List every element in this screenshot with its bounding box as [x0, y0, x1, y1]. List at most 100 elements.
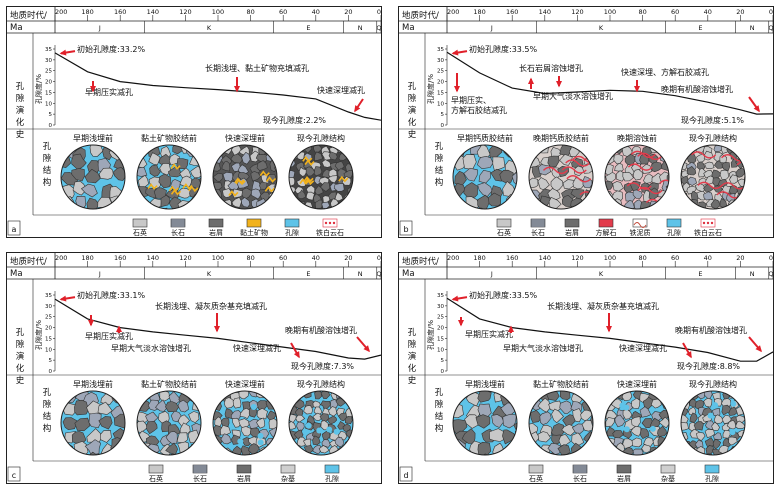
lithic-grain — [245, 207, 258, 209]
evolution-label-char: 演 — [408, 351, 417, 362]
quartz-grain — [550, 176, 564, 192]
lithic-grain — [666, 172, 669, 183]
lithic-grain — [670, 389, 679, 399]
time-tick-label: 140 — [147, 8, 159, 16]
clay-mineral — [264, 185, 275, 193]
quartz-grain — [305, 191, 315, 201]
quartz-grain — [203, 425, 215, 436]
quartz-grain — [287, 456, 297, 463]
lithic-grain — [298, 456, 305, 463]
lithic-grain — [62, 417, 79, 431]
annotation-4: 晚期有机酸溶蚀增孔 — [661, 84, 733, 94]
time-tick-label: 140 — [539, 254, 551, 262]
time-tick-label: 40 — [312, 8, 320, 16]
annotation-arrow-0-head — [454, 86, 460, 93]
time-tick-label: 80 — [638, 254, 646, 262]
feldspar-grain — [289, 391, 298, 401]
quartz-grain — [582, 201, 593, 209]
feldspar-grain — [489, 207, 506, 209]
legend-label-lithic: 岩屑 — [237, 474, 251, 483]
lithic-grain — [280, 209, 290, 218]
feldspar-grain — [289, 145, 300, 152]
period-label-J: J — [98, 270, 101, 278]
lithic-grain — [712, 439, 722, 450]
lithic-grain — [313, 145, 322, 153]
lithic-grain — [595, 179, 606, 189]
dissolution-pore — [333, 428, 340, 435]
lithic-grain — [240, 445, 251, 455]
quartz-grain — [334, 191, 344, 202]
legend-swatch-pore — [666, 218, 682, 228]
quartz-grain — [670, 201, 680, 211]
lithic-grain — [657, 425, 668, 437]
period-label-Q: Q — [376, 24, 381, 32]
quartz-grain — [214, 391, 227, 400]
calcite-cement — [630, 150, 656, 159]
quartz-grain — [223, 397, 236, 409]
porosity-tick-label: 5 — [441, 112, 445, 118]
quartz-grain — [347, 145, 353, 152]
legend-label-pore: 孔隙 — [705, 474, 719, 483]
quartz-grain — [633, 208, 643, 209]
lithic-grain — [74, 417, 91, 432]
lithic-grain — [546, 391, 560, 401]
lithic-grain — [71, 153, 87, 171]
period-label-Q: Q — [768, 24, 773, 32]
time-tick-label: 200 — [447, 8, 459, 16]
evolution-label-char: 孔 — [408, 328, 417, 338]
lithic-grain — [585, 391, 593, 400]
lithic-grain — [63, 457, 77, 471]
quartz-grain — [98, 167, 114, 180]
quartz-grain — [289, 445, 296, 455]
annotation-3: 快速深埋、方解石胶减孔 — [621, 67, 709, 77]
feldspar-grain — [193, 210, 205, 222]
lithic-grain — [213, 399, 222, 411]
porosity-tick-label: 25 — [437, 315, 444, 321]
lithic-grain — [276, 411, 277, 422]
lithic-grain — [743, 176, 745, 187]
quartz-grain — [188, 411, 200, 424]
panel-letter: d — [403, 471, 408, 480]
quartz-grain — [622, 409, 633, 420]
period-label-K: K — [207, 270, 212, 278]
evolution-label-char: 演 — [16, 105, 25, 116]
lithic-grain — [591, 402, 593, 416]
present-porosity-label: 现今孔隙度:5.1% — [681, 115, 744, 125]
time-tick-label: 140 — [539, 8, 551, 16]
dissolution-pore — [729, 429, 736, 436]
quartz-grain — [668, 397, 669, 409]
clay-mineral — [235, 178, 246, 186]
lithic-grain — [267, 207, 277, 209]
quartz-grain — [312, 412, 322, 422]
lithic-grain — [290, 202, 299, 209]
lithic-grain — [687, 153, 697, 164]
feldspar-grain — [127, 197, 142, 212]
quartz-grain — [605, 145, 616, 153]
quartz-grain — [746, 440, 756, 449]
period-label-K: K — [599, 24, 604, 32]
quartz-grain — [630, 425, 642, 437]
quartz-grain — [137, 442, 151, 455]
feldspar-grain — [61, 391, 77, 404]
initial-porosity-arrow-head — [59, 295, 67, 302]
lithic-grain — [651, 161, 663, 173]
porosity-tick-label: 15 — [45, 90, 52, 96]
quartz-grain — [704, 428, 715, 438]
lithic-grain — [354, 207, 364, 216]
porosity-tick-label: 30 — [437, 304, 444, 310]
porosity-tick-label: 0 — [49, 123, 53, 129]
quartz-grain — [72, 180, 88, 196]
quartz-grain — [255, 391, 268, 399]
structure-label-char: 隙 — [435, 399, 444, 410]
quartz-grain — [296, 151, 305, 161]
lithic-grain — [464, 208, 481, 209]
legend-label-quartz: 石英 — [133, 228, 147, 237]
feldspar-grain — [355, 425, 363, 434]
time-tick-label: 100 — [212, 8, 224, 16]
time-tick-label: 0 — [769, 254, 773, 262]
lithic-grain — [220, 207, 232, 209]
lithic-grain — [259, 181, 268, 190]
clay-mineral — [259, 170, 270, 177]
quartz-grain — [713, 414, 724, 424]
